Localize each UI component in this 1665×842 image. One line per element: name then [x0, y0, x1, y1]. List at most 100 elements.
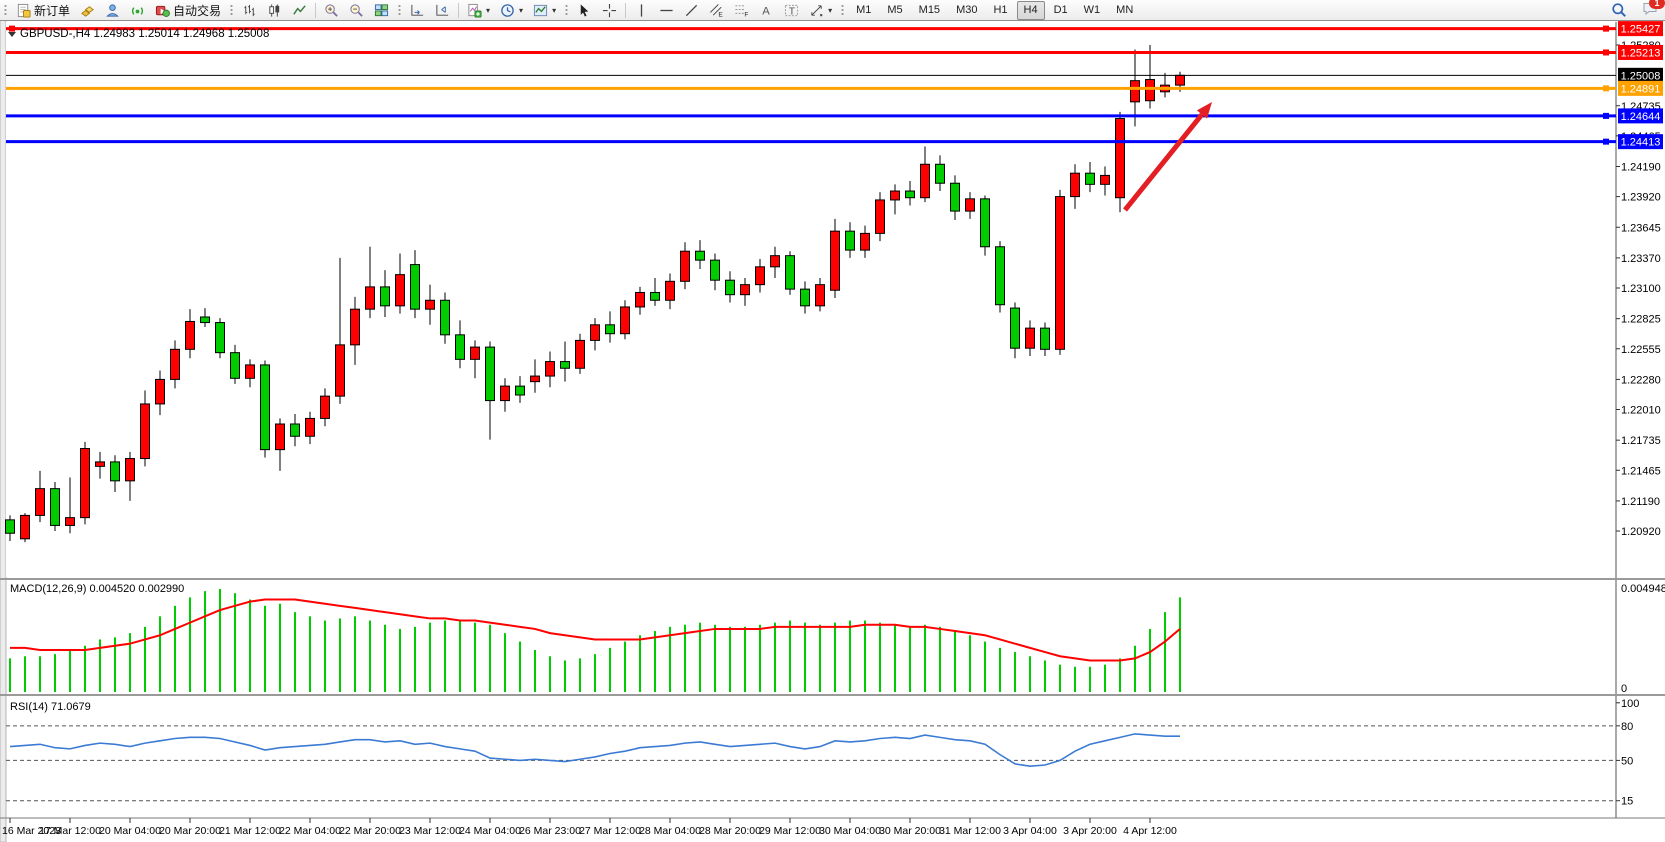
- date-tick-label: 4 Apr 12:00: [1123, 825, 1177, 837]
- chart-canvas[interactable]: 1.252801.247351.244651.241901.239201.236…: [0, 20, 1665, 842]
- macd-histogram-bar: [159, 616, 161, 692]
- line-chart-mode-button[interactable]: [287, 0, 312, 21]
- window-left-edge[interactable]: [0, 20, 7, 842]
- macd-histogram-bar: [24, 656, 26, 692]
- macd-histogram-bar: [489, 624, 491, 692]
- bar-chart-mode-button[interactable]: [237, 0, 262, 21]
- macd-histogram-bar: [804, 622, 806, 692]
- macd-histogram-bar: [879, 622, 881, 692]
- toolbar-grip[interactable]: [3, 3, 8, 17]
- indicators-menu-button[interactable]: ▾: [462, 0, 495, 21]
- candle: [1175, 74, 1185, 86]
- candle: [770, 255, 780, 268]
- macd-histogram-bar: [309, 616, 311, 692]
- timeframes-menu-button[interactable]: ▾: [495, 0, 528, 21]
- arrows-tool-button[interactable]: ▾: [804, 0, 837, 21]
- templates-menu-button[interactable]: ▾: [528, 0, 561, 21]
- timeframe-button-h4[interactable]: H4: [1016, 0, 1045, 20]
- horizontal-line-tool-button[interactable]: [654, 0, 679, 21]
- cursor-tool-button[interactable]: [572, 0, 597, 21]
- text-tool-button[interactable]: A: [754, 0, 779, 21]
- line-handle[interactable]: [1603, 138, 1609, 145]
- macd-histogram-bar: [519, 641, 521, 692]
- equidistant-channel-icon: E: [710, 3, 723, 18]
- timeframe-button-d1[interactable]: D1: [1053, 3, 1068, 16]
- timeframe-button-h1[interactable]: H1: [993, 3, 1008, 16]
- auto-scroll-button[interactable]: [405, 0, 430, 21]
- macd-histogram-bar: [894, 624, 896, 692]
- panel-separator[interactable]: [0, 694, 1665, 696]
- timeframe-button-w1[interactable]: W1: [1083, 3, 1101, 16]
- chart-shift-button[interactable]: [430, 0, 455, 21]
- macd-histogram-bar: [984, 641, 986, 692]
- date-tick-label: 27 Mar 12:00: [579, 825, 641, 837]
- symbol-ohlc-label: GBPUSD-,H4 1.24983 1.25014 1.24968 1.250…: [20, 28, 269, 40]
- candle: [170, 348, 180, 380]
- candle: [500, 385, 510, 402]
- candle: [800, 288, 810, 307]
- profile-button[interactable]: [100, 0, 125, 21]
- price-badge: [1618, 108, 1663, 124]
- panel-separator[interactable]: [0, 578, 1665, 580]
- candle: [5, 519, 15, 534]
- price-tick-label: 1.20920: [1621, 526, 1661, 538]
- toolbar-grip[interactable]: [229, 3, 235, 17]
- macd-histogram-bar: [1104, 664, 1106, 692]
- line-handle[interactable]: [1603, 49, 1609, 56]
- line-handle[interactable]: [1603, 85, 1609, 92]
- toolbar-grip[interactable]: [397, 3, 403, 17]
- macd-histogram-bar: [579, 658, 581, 692]
- text-icon: A: [762, 5, 770, 17]
- vertical-line-tool-button[interactable]: [629, 0, 654, 21]
- zoom-in-button[interactable]: [319, 0, 344, 21]
- notifications-button[interactable]: 1: [1642, 0, 1665, 19]
- date-tick-label: 30 Mar 04:00: [819, 825, 881, 837]
- date-tick-label: 30 Mar 20:00: [879, 825, 941, 837]
- timeframe-button-m15[interactable]: M15: [918, 3, 941, 16]
- candle: [290, 423, 300, 437]
- text-label-tool-button[interactable]: T: [779, 0, 804, 21]
- candle: [1085, 172, 1095, 185]
- candle: [185, 320, 195, 350]
- fibonacci-tool-button[interactable]: F: [729, 0, 754, 21]
- favorites-button[interactable]: [75, 0, 100, 21]
- toolbar-grip[interactable]: [840, 3, 846, 17]
- line-handle[interactable]: [9, 25, 15, 32]
- candle: [1070, 172, 1080, 198]
- line-handle[interactable]: [1603, 25, 1609, 32]
- line-handle[interactable]: [1603, 112, 1609, 119]
- date-tick-label: 22 Mar 04:00: [279, 825, 341, 837]
- search-button[interactable]: [1606, 0, 1632, 21]
- date-tick-label: 28 Mar 04:00: [639, 825, 701, 837]
- macd-histogram-bar: [234, 593, 236, 692]
- auto-trading-button[interactable]: 自动交易: [150, 0, 226, 21]
- svg-text:F: F: [744, 11, 748, 17]
- zoom-out-button[interactable]: [344, 0, 369, 21]
- toolbar-grip[interactable]: [564, 3, 570, 17]
- new-order-button[interactable]: 新订单: [11, 0, 75, 21]
- timeframe-button-m1[interactable]: M1: [856, 3, 872, 16]
- tile-windows-button[interactable]: [369, 0, 394, 21]
- candle: [20, 514, 30, 540]
- timeframe-button-mn[interactable]: MN: [1116, 3, 1134, 16]
- candlestick-mode-button[interactable]: [262, 0, 287, 21]
- trend-line-tool-button[interactable]: [679, 0, 704, 21]
- candle: [350, 308, 360, 346]
- candle: [980, 198, 990, 248]
- main-chart-plot-area[interactable]: [6, 22, 1616, 577]
- equidistant-channel-tool-button[interactable]: E: [704, 0, 729, 21]
- candle: [530, 375, 540, 383]
- timeframe-button-m5[interactable]: M5: [887, 3, 903, 16]
- date-tick-label: 26 Mar 23:00: [519, 825, 581, 837]
- trend-arrow-annotation[interactable]: [1123, 112, 1204, 212]
- candle: [110, 461, 120, 482]
- crosshair-tool-button[interactable]: [597, 0, 622, 21]
- date-tick-label: 17 Mar 12:00: [39, 825, 101, 837]
- macd-histogram-bar: [279, 603, 281, 692]
- symbol-dropdown-icon[interactable]: [8, 32, 16, 37]
- timeframe-button-m30[interactable]: M30: [956, 3, 978, 16]
- macd-histogram-bar: [294, 612, 296, 692]
- macd-histogram-bar: [1164, 612, 1166, 692]
- signal-button[interactable]: [125, 0, 150, 21]
- candle: [1055, 196, 1065, 350]
